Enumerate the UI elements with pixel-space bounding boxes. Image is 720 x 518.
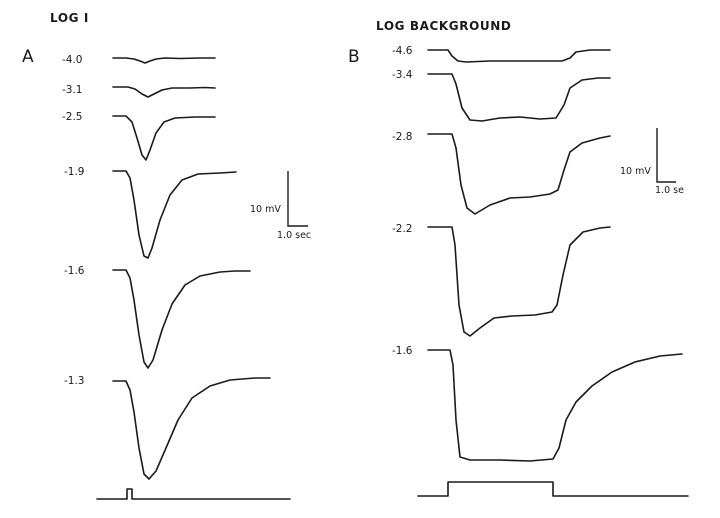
panel-a-scale-voltage: 10 mV <box>250 204 281 215</box>
panel-b-scale-bar <box>656 128 676 183</box>
panel-a-label-6: -1.3 <box>64 375 85 387</box>
panel-a-label-4: -1.9 <box>64 166 85 178</box>
panel-a-title: LOG I <box>50 11 89 25</box>
panel-a-label-5: -1.6 <box>64 265 85 277</box>
panel-b-letter: B <box>348 47 360 67</box>
panel-b-trace-4 <box>427 226 611 337</box>
panel-a-trace-1 <box>112 57 216 64</box>
panel-a-trace-2 <box>112 86 216 98</box>
panel-b-title: LOG BACKGROUND <box>376 19 511 33</box>
panel-a-scale-bar <box>287 171 308 227</box>
panel-b-trace-1 <box>427 49 611 63</box>
panel-b-label-1: -4.6 <box>392 45 413 57</box>
panel-b-label-4: -2.2 <box>392 223 413 235</box>
panel-a-trace-6 <box>112 377 271 480</box>
panel-a-scale-time: 1.0 sec <box>277 230 311 241</box>
panel-b-scale-time: 1.0 se <box>655 185 684 196</box>
panel-a-trace-4 <box>112 170 237 259</box>
panel-b-label-3: -2.8 <box>392 131 413 143</box>
panel-b-scale-voltage: 10 mV <box>620 166 651 177</box>
panel-b-trace-5 <box>427 349 683 462</box>
panel-b-trace-3 <box>427 133 611 215</box>
panel-b-label-2: -3.4 <box>392 69 413 81</box>
panel-a-trace-5 <box>112 269 251 369</box>
panel-a-trace-3 <box>112 115 216 161</box>
panel-a-letter: A <box>22 47 34 67</box>
panel-b-label-5: -1.6 <box>392 345 413 357</box>
panel-b-stimulus-trace <box>417 481 689 497</box>
panel-a-label-1: -4.0 <box>62 54 83 66</box>
panel-a-stimulus-trace <box>96 488 291 500</box>
panel-a-label-2: -3.1 <box>62 84 83 96</box>
panel-a-label-3: -2.5 <box>62 111 83 123</box>
panel-b-trace-2 <box>427 73 611 122</box>
